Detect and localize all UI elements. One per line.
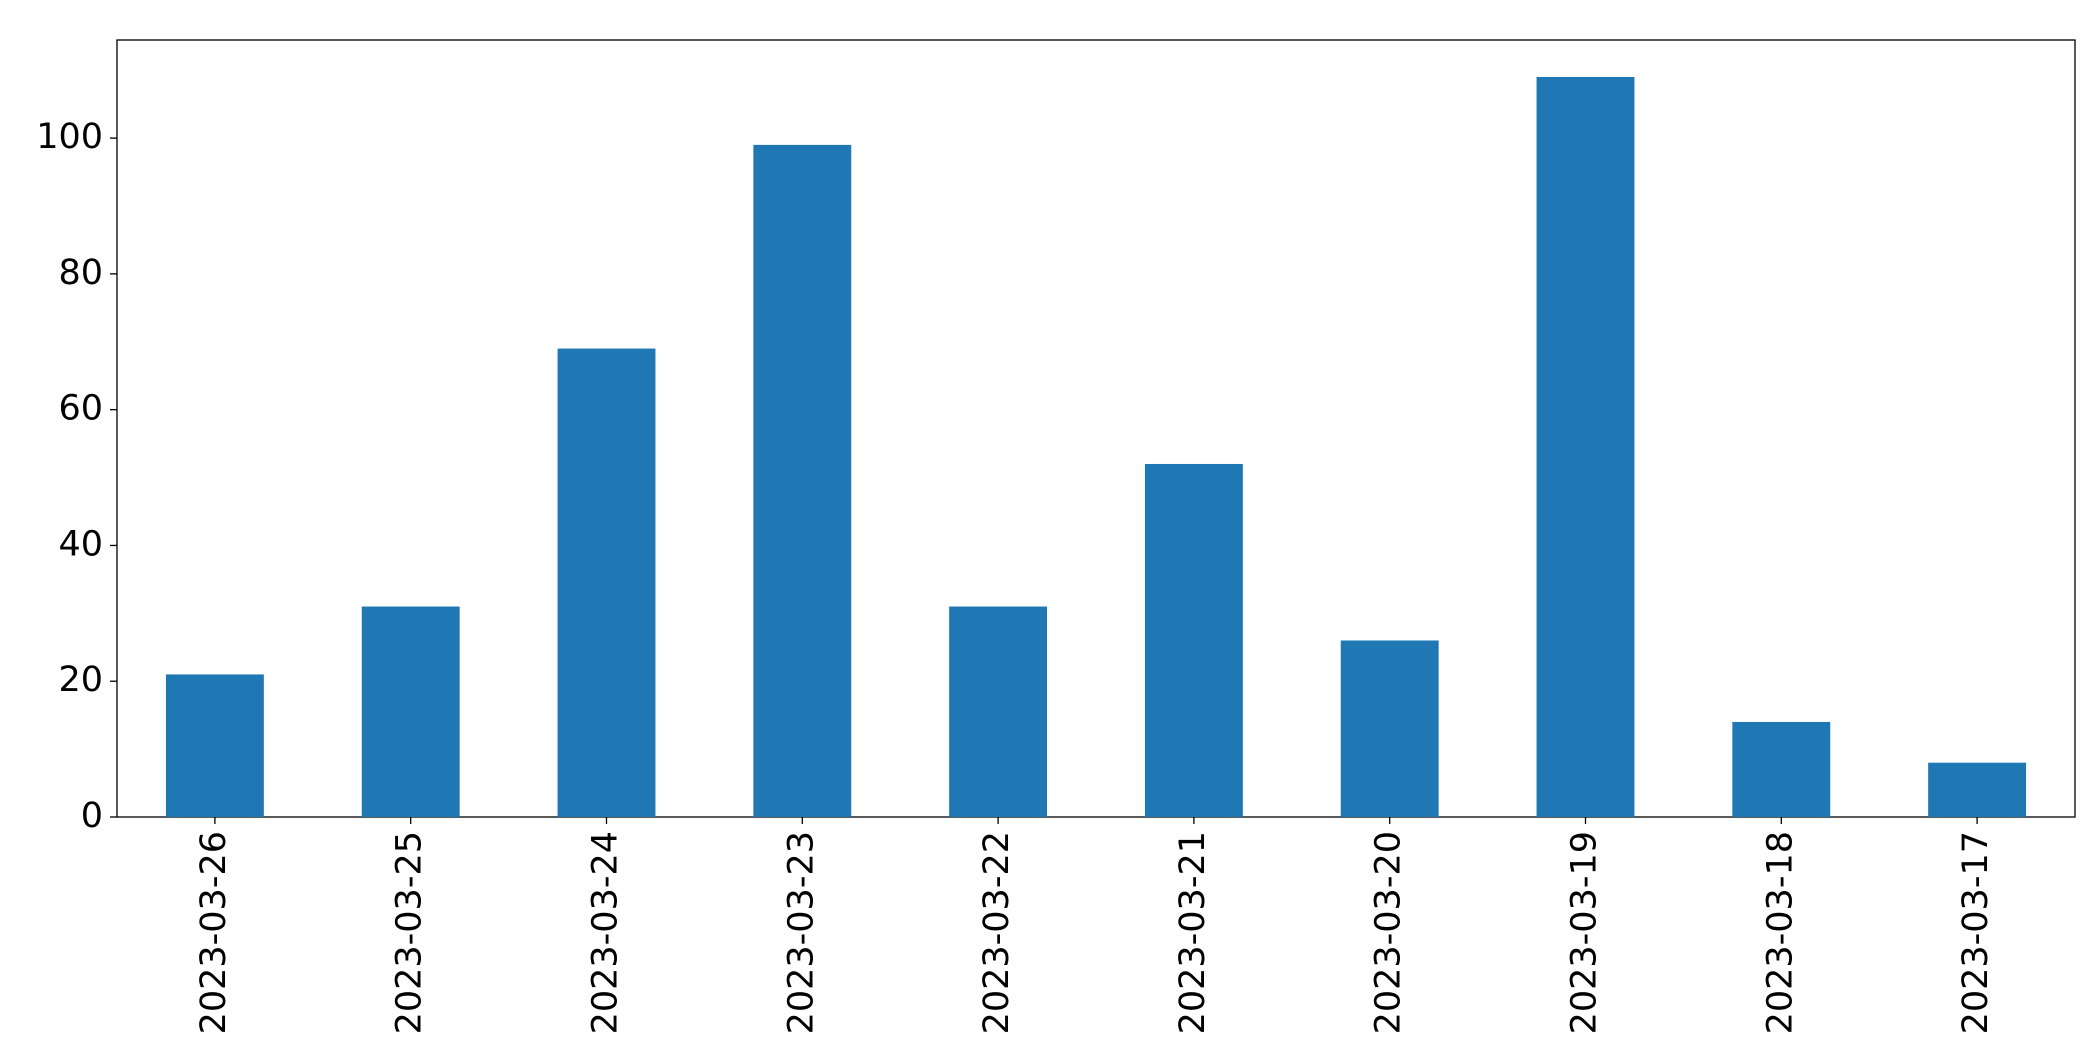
x-tick-label: 2023-03-26 [194,831,234,1034]
bar [165,674,264,817]
bar [753,144,852,818]
bar [1732,721,1831,817]
x-tick-label: 2023-03-19 [1565,831,1605,1034]
bar [949,606,1048,817]
x-tick-label: 2023-03-22 [977,831,1017,1034]
x-tick-label: 2023-03-24 [586,831,626,1034]
bar [557,348,656,817]
y-tick-label: 60 [58,389,103,429]
bar [1536,77,1635,817]
y-tick-label: 0 [81,796,103,836]
x-tick-label: 2023-03-21 [1173,831,1213,1034]
x-tick-label: 2023-03-20 [1369,831,1409,1034]
y-tick-label: 20 [58,660,103,700]
y-tick-label: 100 [36,117,103,157]
bar [1928,762,2027,817]
bar [1340,640,1439,817]
plot-frame [116,39,2076,818]
bar [361,606,460,817]
y-tick-label: 80 [58,253,103,293]
bar [1144,463,1243,817]
y-tick-label: 40 [58,524,103,564]
x-tick-label: 2023-03-25 [390,831,430,1034]
x-tick-label: 2023-03-17 [1956,831,1996,1034]
x-tick-label: 2023-03-18 [1760,831,1800,1034]
x-tick-label: 2023-03-23 [781,831,821,1034]
